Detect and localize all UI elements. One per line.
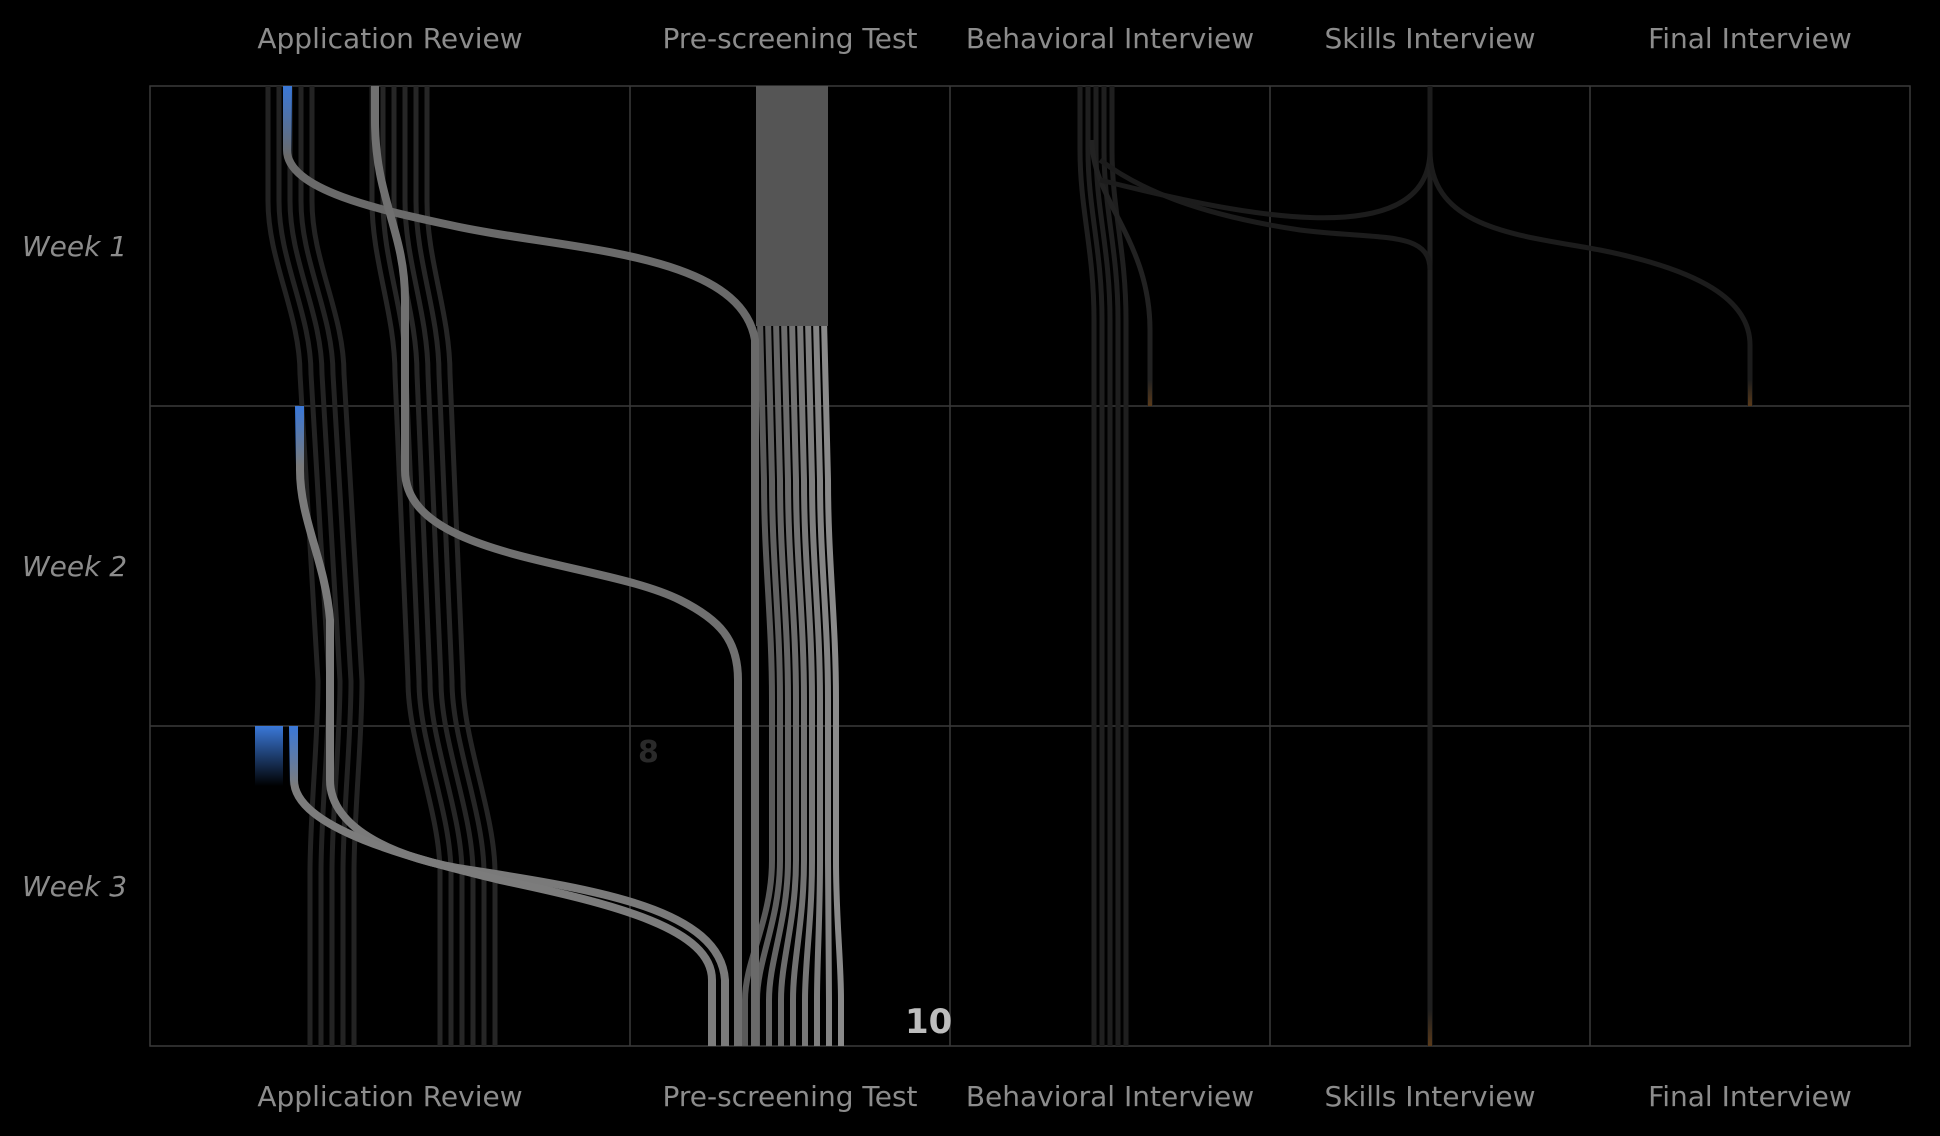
new-entry-marker	[295, 406, 304, 466]
stage-label-top: Pre-screening Test	[662, 22, 917, 55]
count-label-faint: 8	[638, 735, 659, 770]
prescreen-band	[756, 86, 828, 326]
prescreen-flow	[813, 86, 832, 1046]
app-review-flow	[309, 86, 365, 1046]
new-entry-marker	[289, 726, 298, 786]
app-review-flow	[380, 86, 454, 1046]
new-entry-marker	[283, 86, 292, 156]
stage-label-bottom: Skills Interview	[1324, 1080, 1535, 1113]
stage-label-top: Application Review	[257, 22, 522, 55]
behavioral-flow	[1109, 86, 1129, 1046]
stage-label-top: Final Interview	[1648, 22, 1852, 55]
week1-transfer-flow	[283, 86, 759, 1046]
exit-marker	[1748, 380, 1752, 406]
stage-label-bottom: Final Interview	[1648, 1080, 1852, 1113]
app-review-flow	[369, 86, 443, 1046]
prescreen-flow	[789, 86, 807, 1046]
week-label: Week 2	[22, 550, 127, 583]
behavioral-flow	[1089, 139, 1153, 406]
prescreen-flow	[766, 86, 791, 1046]
stage-label-top: Skills Interview	[1324, 22, 1535, 55]
prescreen-flow	[805, 86, 823, 1046]
week1-long-flow	[371, 86, 742, 1046]
stage-label-bottom: Behavioral Interview	[966, 1080, 1254, 1113]
app-review-flow	[402, 86, 476, 1046]
week-label: Week 3	[22, 870, 127, 903]
stage-label-top: Behavioral Interview	[966, 22, 1254, 55]
prescreen-flow	[797, 86, 815, 1046]
flow-lines	[255, 86, 1753, 1046]
exit-marker	[1148, 380, 1152, 406]
stage-label-bottom: Application Review	[257, 1080, 522, 1113]
behavioral-flow	[1085, 86, 1105, 1046]
week-label: Week 1	[22, 230, 127, 263]
app-review-flow	[424, 86, 498, 1046]
new-entry-marker-faint	[255, 726, 283, 786]
app-review-flow	[413, 86, 487, 1046]
count-label-strong: 10	[905, 1002, 952, 1042]
stage-label-bottom: Pre-screening Test	[662, 1080, 917, 1113]
prescreen-flow	[821, 86, 844, 1046]
prescreen-flow	[754, 86, 783, 1046]
skills-flow	[1098, 157, 1433, 271]
exit-marker	[1428, 1010, 1432, 1046]
behavioral-flow	[1077, 86, 1097, 1046]
final-flow	[1427, 149, 1753, 406]
week3-entry-flow	[290, 726, 716, 1046]
prescreen-flow	[778, 86, 799, 1046]
plot-frame	[149, 85, 1911, 1047]
skills-flow	[1099, 86, 1433, 221]
